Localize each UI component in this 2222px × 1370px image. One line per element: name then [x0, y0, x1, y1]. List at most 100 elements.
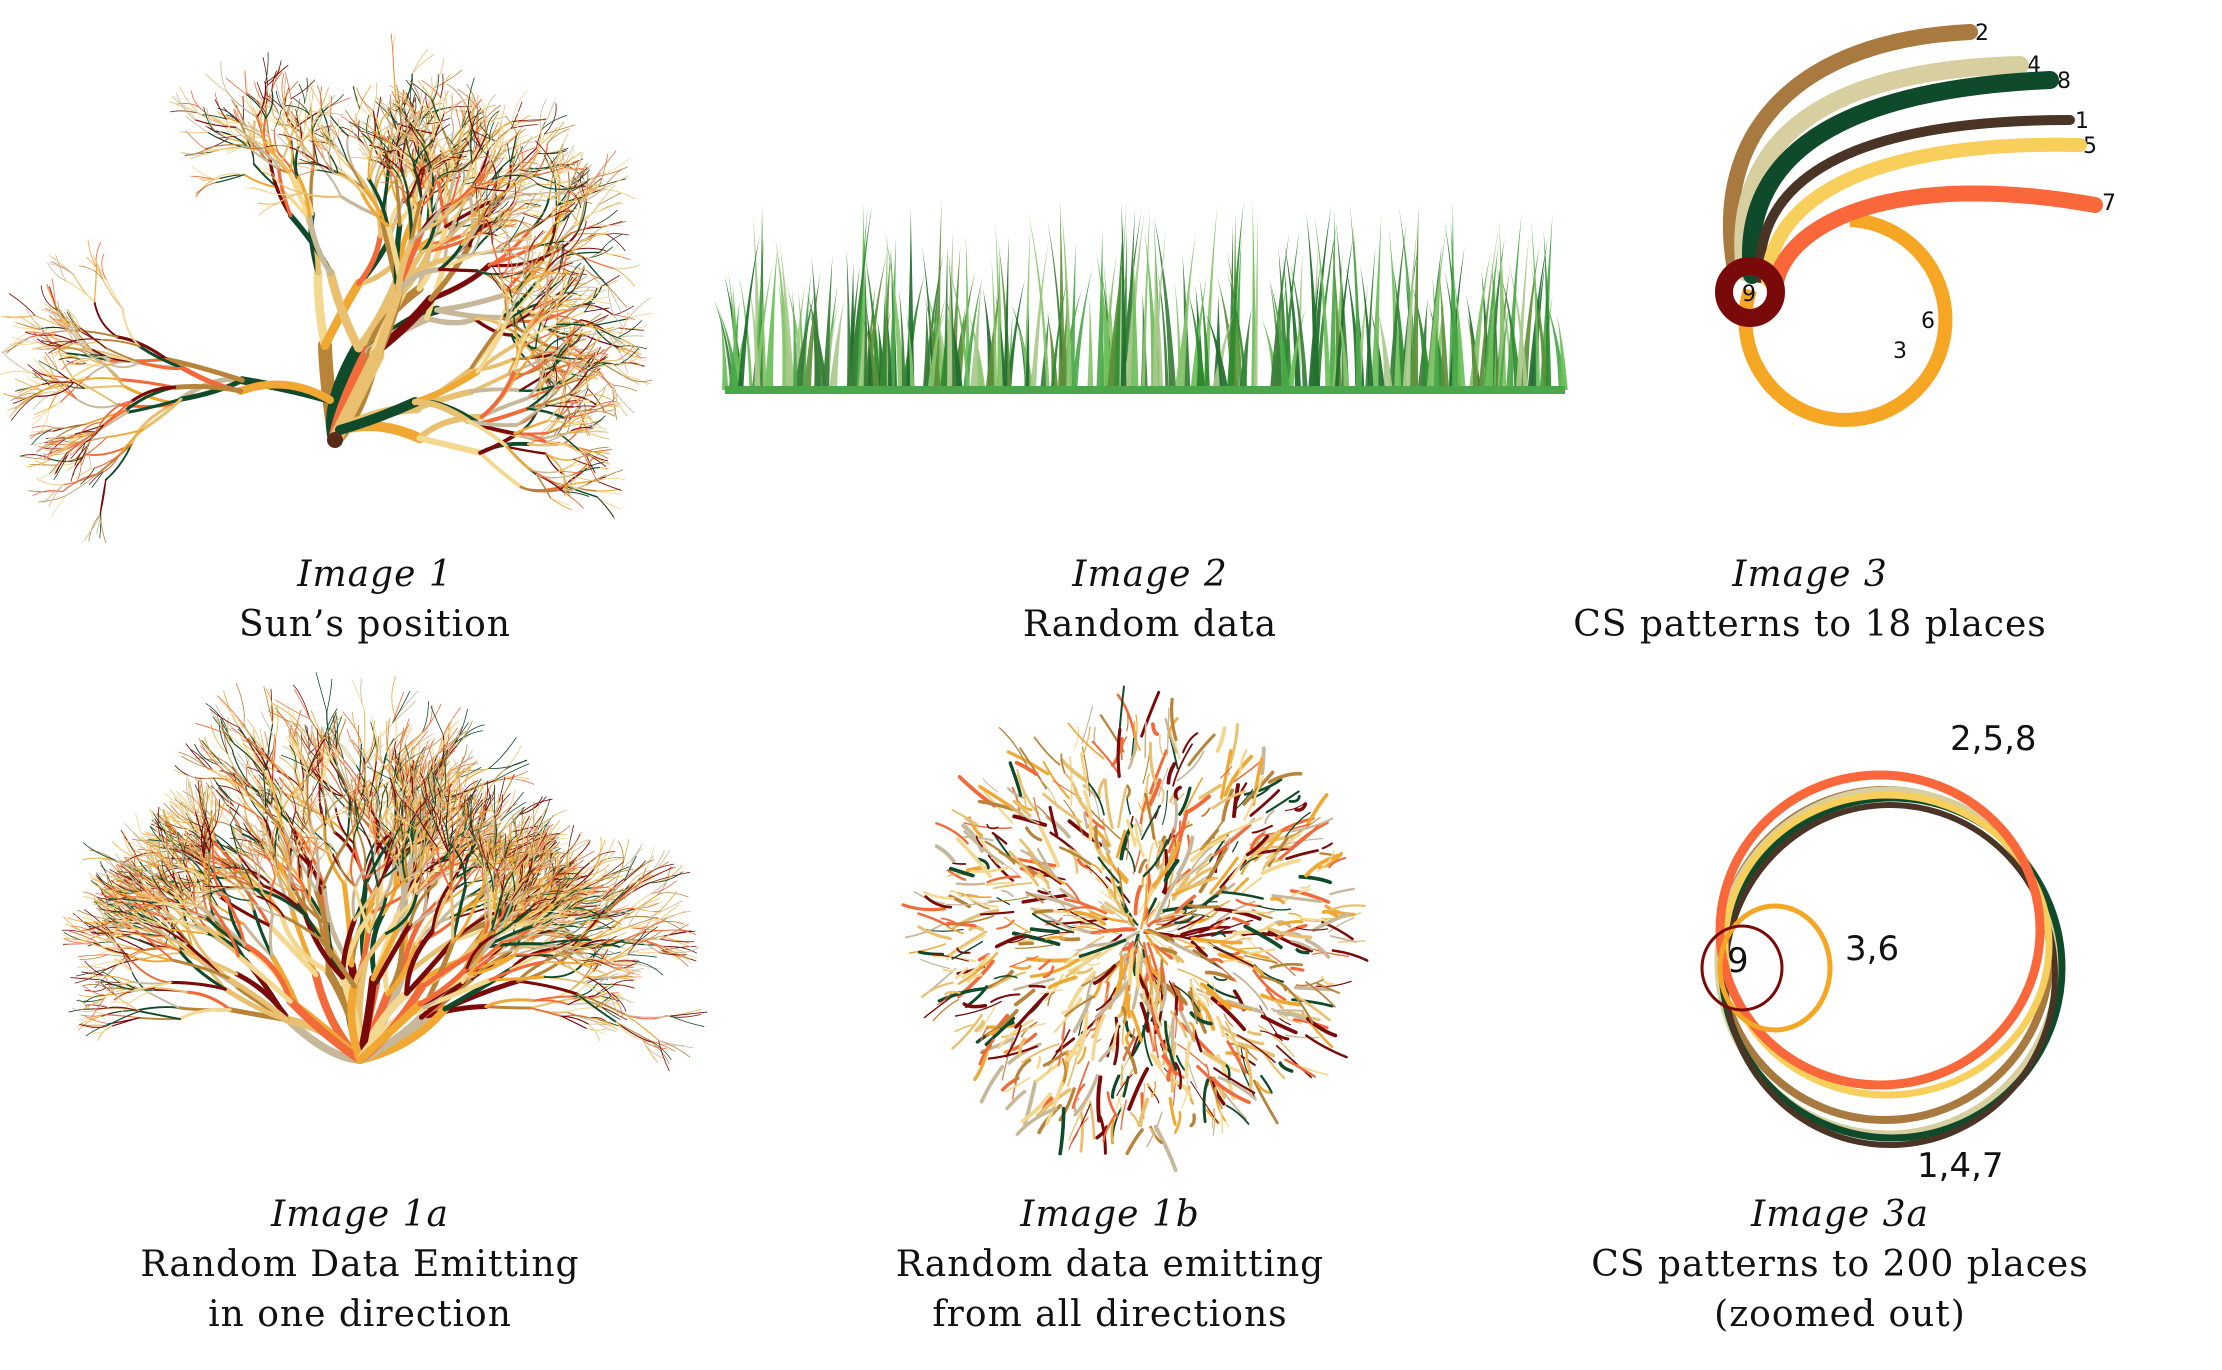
tree-strand	[335, 397, 420, 435]
grass-blade	[948, 266, 970, 390]
grass-blade	[1335, 222, 1350, 390]
fan-strand	[237, 853, 265, 887]
fan-strand	[403, 727, 412, 754]
tree-strand	[72, 358, 91, 364]
tree-strand	[405, 79, 421, 104]
tree-strand	[121, 307, 141, 348]
fan-strand	[391, 690, 411, 724]
tree-strand	[607, 285, 622, 314]
spiral-arc	[1754, 115, 2075, 283]
fan-strand	[246, 760, 250, 788]
tree-strand	[528, 163, 562, 170]
tree-strand	[526, 193, 537, 209]
tree-strand	[570, 396, 592, 401]
fan-strand	[629, 877, 655, 895]
fan-strand	[164, 793, 186, 820]
fan-strand	[185, 990, 232, 1012]
tree-strand	[568, 415, 586, 427]
tree-strand	[358, 120, 360, 142]
tree-strand	[53, 423, 86, 429]
fan-strand	[652, 890, 678, 917]
fan-strand	[225, 775, 242, 794]
fan-strand	[455, 744, 468, 774]
fan-strand	[621, 843, 643, 869]
tree-strand	[74, 424, 104, 435]
tree-strand	[495, 134, 517, 148]
fan-strand	[248, 751, 264, 775]
tree-strand	[532, 327, 544, 346]
tree-strand	[472, 316, 514, 333]
tree-strand	[47, 262, 67, 282]
fan-strand	[216, 720, 233, 750]
tree-strand	[516, 111, 519, 135]
fan-strand	[211, 768, 248, 792]
tree-strand	[41, 381, 75, 391]
fan-strand	[425, 780, 443, 817]
fan-strand	[324, 713, 337, 740]
tree-strand	[431, 132, 459, 170]
fan-strand	[439, 727, 458, 754]
tree-strand	[249, 89, 254, 114]
fan-strand	[660, 938, 690, 944]
fan-strand	[264, 755, 291, 781]
fan-strand	[393, 783, 397, 819]
tree-strand	[495, 128, 511, 148]
grass-blade	[864, 254, 881, 390]
fan-strand	[316, 728, 321, 763]
tree-strand	[550, 497, 570, 506]
tree-strand	[586, 270, 605, 281]
grass-blade	[1392, 262, 1408, 390]
tree-strand	[346, 134, 357, 174]
tree-strand	[500, 281, 538, 320]
tree-strand	[559, 367, 574, 385]
fan-strand	[99, 861, 115, 891]
tree-strand	[416, 413, 485, 442]
tree-strand	[444, 182, 451, 202]
grass-blade	[1153, 268, 1164, 390]
fan-strand	[263, 686, 274, 725]
tree-strand	[13, 389, 43, 400]
fan-strand	[244, 753, 254, 776]
tree-strand	[616, 345, 635, 361]
tree-strand	[606, 233, 629, 236]
fan-strand	[104, 856, 125, 882]
fan-strand	[391, 691, 405, 724]
tree-strand	[519, 168, 541, 171]
tree-strand	[304, 106, 307, 125]
fan-strand	[586, 1028, 607, 1031]
tree-strand	[622, 374, 653, 382]
tree-strand	[557, 243, 564, 274]
tree-strand	[554, 207, 577, 216]
tree-strand	[310, 88, 314, 108]
tree-strand	[454, 161, 471, 170]
tree-strand	[627, 297, 651, 320]
tree-strand	[327, 134, 338, 153]
grass-blade	[860, 313, 880, 390]
tree-strand	[513, 297, 538, 327]
tree-strand	[10, 342, 38, 346]
fan-strand	[177, 949, 227, 991]
tree-strand	[65, 455, 85, 472]
tree-strand	[45, 448, 69, 451]
tree-strand	[317, 130, 323, 152]
fan-strand	[229, 823, 239, 856]
tree-strand	[31, 427, 55, 433]
tree-strand	[17, 384, 43, 394]
tree-strand	[547, 128, 570, 144]
fan-strand	[280, 789, 294, 807]
fan-strand	[181, 801, 193, 822]
grass-blade	[1269, 233, 1290, 390]
tree-strand	[458, 127, 466, 155]
fan-strand	[623, 860, 647, 882]
tree-strand	[411, 398, 472, 425]
tree-strand	[8, 293, 36, 316]
tree-strand	[290, 79, 316, 100]
tree-strand	[573, 151, 585, 178]
tree-strand	[203, 106, 215, 132]
tree-strand	[596, 496, 621, 510]
tree-strand	[582, 256, 609, 287]
tree-strand	[584, 327, 620, 336]
tree-strand	[500, 172, 515, 184]
fan-strand	[576, 993, 617, 1023]
fan-strand	[228, 765, 246, 787]
